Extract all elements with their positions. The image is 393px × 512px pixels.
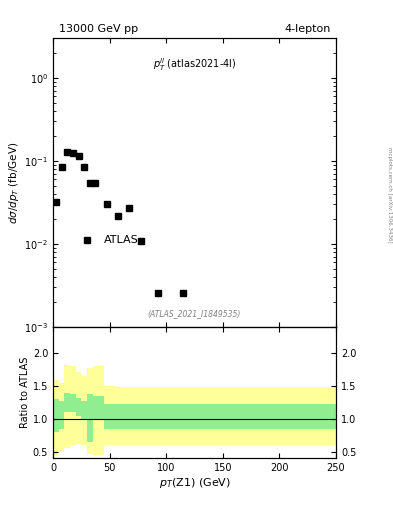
Y-axis label: $d\sigma/dp_T$ (fb/GeV): $d\sigma/dp_T$ (fb/GeV) xyxy=(7,142,22,224)
X-axis label: $p_T$(Z1) (GeV): $p_T$(Z1) (GeV) xyxy=(158,476,231,490)
Text: ATLAS: ATLAS xyxy=(104,236,139,245)
Y-axis label: Ratio to ATLAS: Ratio to ATLAS xyxy=(20,357,30,429)
Text: mcplots.cern.ch [arXiv:1306.3436]: mcplots.cern.ch [arXiv:1306.3436] xyxy=(387,147,392,242)
Text: 13000 GeV pp: 13000 GeV pp xyxy=(59,24,138,34)
Text: $p_T^{ll}$ (atlas2021-4l): $p_T^{ll}$ (atlas2021-4l) xyxy=(153,56,236,73)
Text: (ATLAS_2021_I1849535): (ATLAS_2021_I1849535) xyxy=(148,309,241,318)
Text: 4-lepton: 4-lepton xyxy=(284,24,331,34)
